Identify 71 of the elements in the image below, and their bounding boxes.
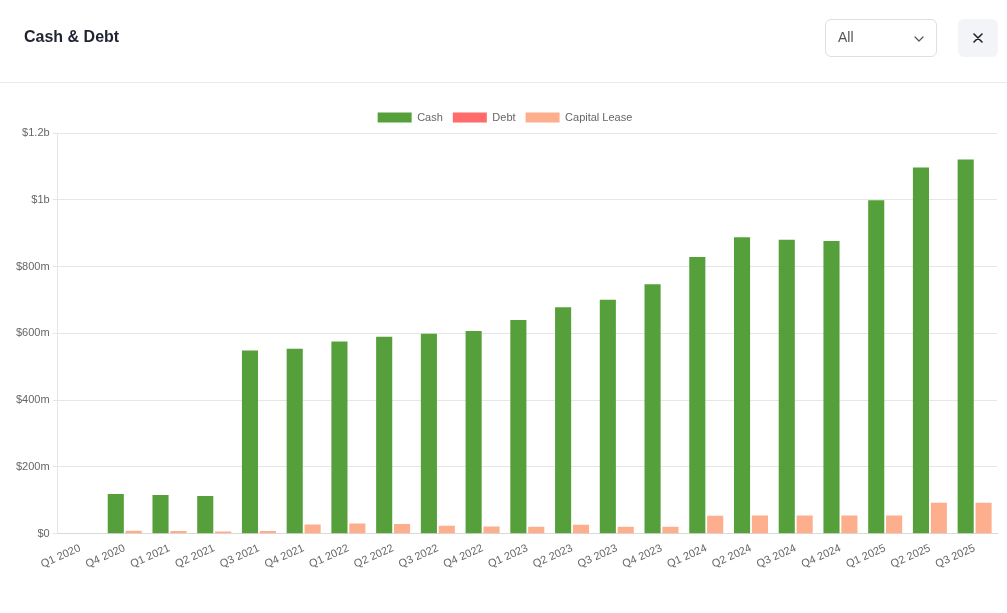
y-tick-label: $200m (15, 460, 50, 473)
bar (823, 240, 840, 534)
bar (331, 341, 348, 534)
bar (957, 159, 974, 534)
bar (662, 526, 679, 534)
x-tick-label: Q2 2025 (888, 541, 932, 570)
bar (438, 525, 455, 534)
bar (841, 515, 858, 534)
bar (465, 331, 482, 534)
x-tick-label: Q2 2024 (709, 541, 754, 570)
bar (572, 524, 590, 534)
bar (286, 348, 303, 534)
bar (555, 307, 572, 534)
x-tick-label: Q3 2023 (575, 541, 619, 570)
y-tick-label: $400m (15, 393, 50, 406)
y-tick-label: $800m (15, 259, 50, 272)
bar (170, 531, 187, 534)
y-tick-label: $600m (15, 326, 50, 339)
bar (599, 299, 616, 534)
chart-title: Cash & Debt (24, 28, 120, 46)
x-tick-label: Q3 2024 (754, 541, 798, 570)
bar (733, 237, 751, 534)
x-tick-label: Q1 2025 (843, 541, 888, 570)
bar (349, 523, 366, 534)
x-tick-label: Q4 2022 (441, 541, 485, 570)
bar (912, 167, 930, 534)
bar (886, 515, 903, 534)
bar (483, 526, 500, 534)
bar (394, 524, 411, 534)
x-tick-label: Q2 2022 (351, 541, 396, 570)
bar (778, 239, 795, 534)
y-tick-label: $1.2b (22, 126, 50, 139)
bar (751, 515, 768, 534)
x-tick-label: Q1 2021 (128, 541, 172, 570)
bar (197, 496, 214, 534)
bar (304, 524, 321, 534)
bar (644, 284, 661, 534)
y-tick-label: $0 (37, 526, 50, 539)
x-tick-label: Q1 2024 (664, 541, 709, 570)
x-tick-label: Q4 2021 (262, 541, 306, 570)
x-tick-label: Q2 2023 (530, 541, 575, 570)
bar (930, 502, 947, 534)
legend-label: Cash (417, 110, 443, 123)
bar (707, 515, 724, 534)
x-tick-label: Q4 2020 (83, 541, 127, 570)
bar (152, 495, 169, 534)
bar (107, 494, 124, 534)
bar (528, 526, 545, 534)
bar (376, 336, 393, 534)
bar (868, 200, 885, 534)
x-tick-label: Q3 2025 (933, 541, 977, 570)
x-tick-label: Q4 2024 (799, 541, 843, 570)
x-tick-label: Q4 2023 (620, 541, 664, 570)
bar (241, 350, 259, 534)
legend-label: Capital Lease (565, 110, 633, 123)
bar (617, 526, 634, 534)
bar (420, 333, 437, 534)
bar (796, 515, 813, 534)
bar (510, 320, 527, 534)
x-tick-label: Q1 2023 (485, 541, 530, 570)
bar (975, 502, 992, 534)
x-tick-label: Q2 2021 (172, 541, 217, 570)
x-tick-label: Q1 2020 (38, 541, 83, 570)
select-field: All (825, 19, 937, 57)
y-tick-label: $1b (31, 192, 50, 205)
legend-label: Debt (492, 110, 516, 123)
x-tick-label: Q1 2022 (307, 541, 351, 570)
x-tick-label: Q3 2022 (396, 541, 440, 570)
bar (259, 531, 276, 534)
bar (689, 256, 706, 534)
x-tick-label: Q3 2021 (217, 541, 261, 570)
